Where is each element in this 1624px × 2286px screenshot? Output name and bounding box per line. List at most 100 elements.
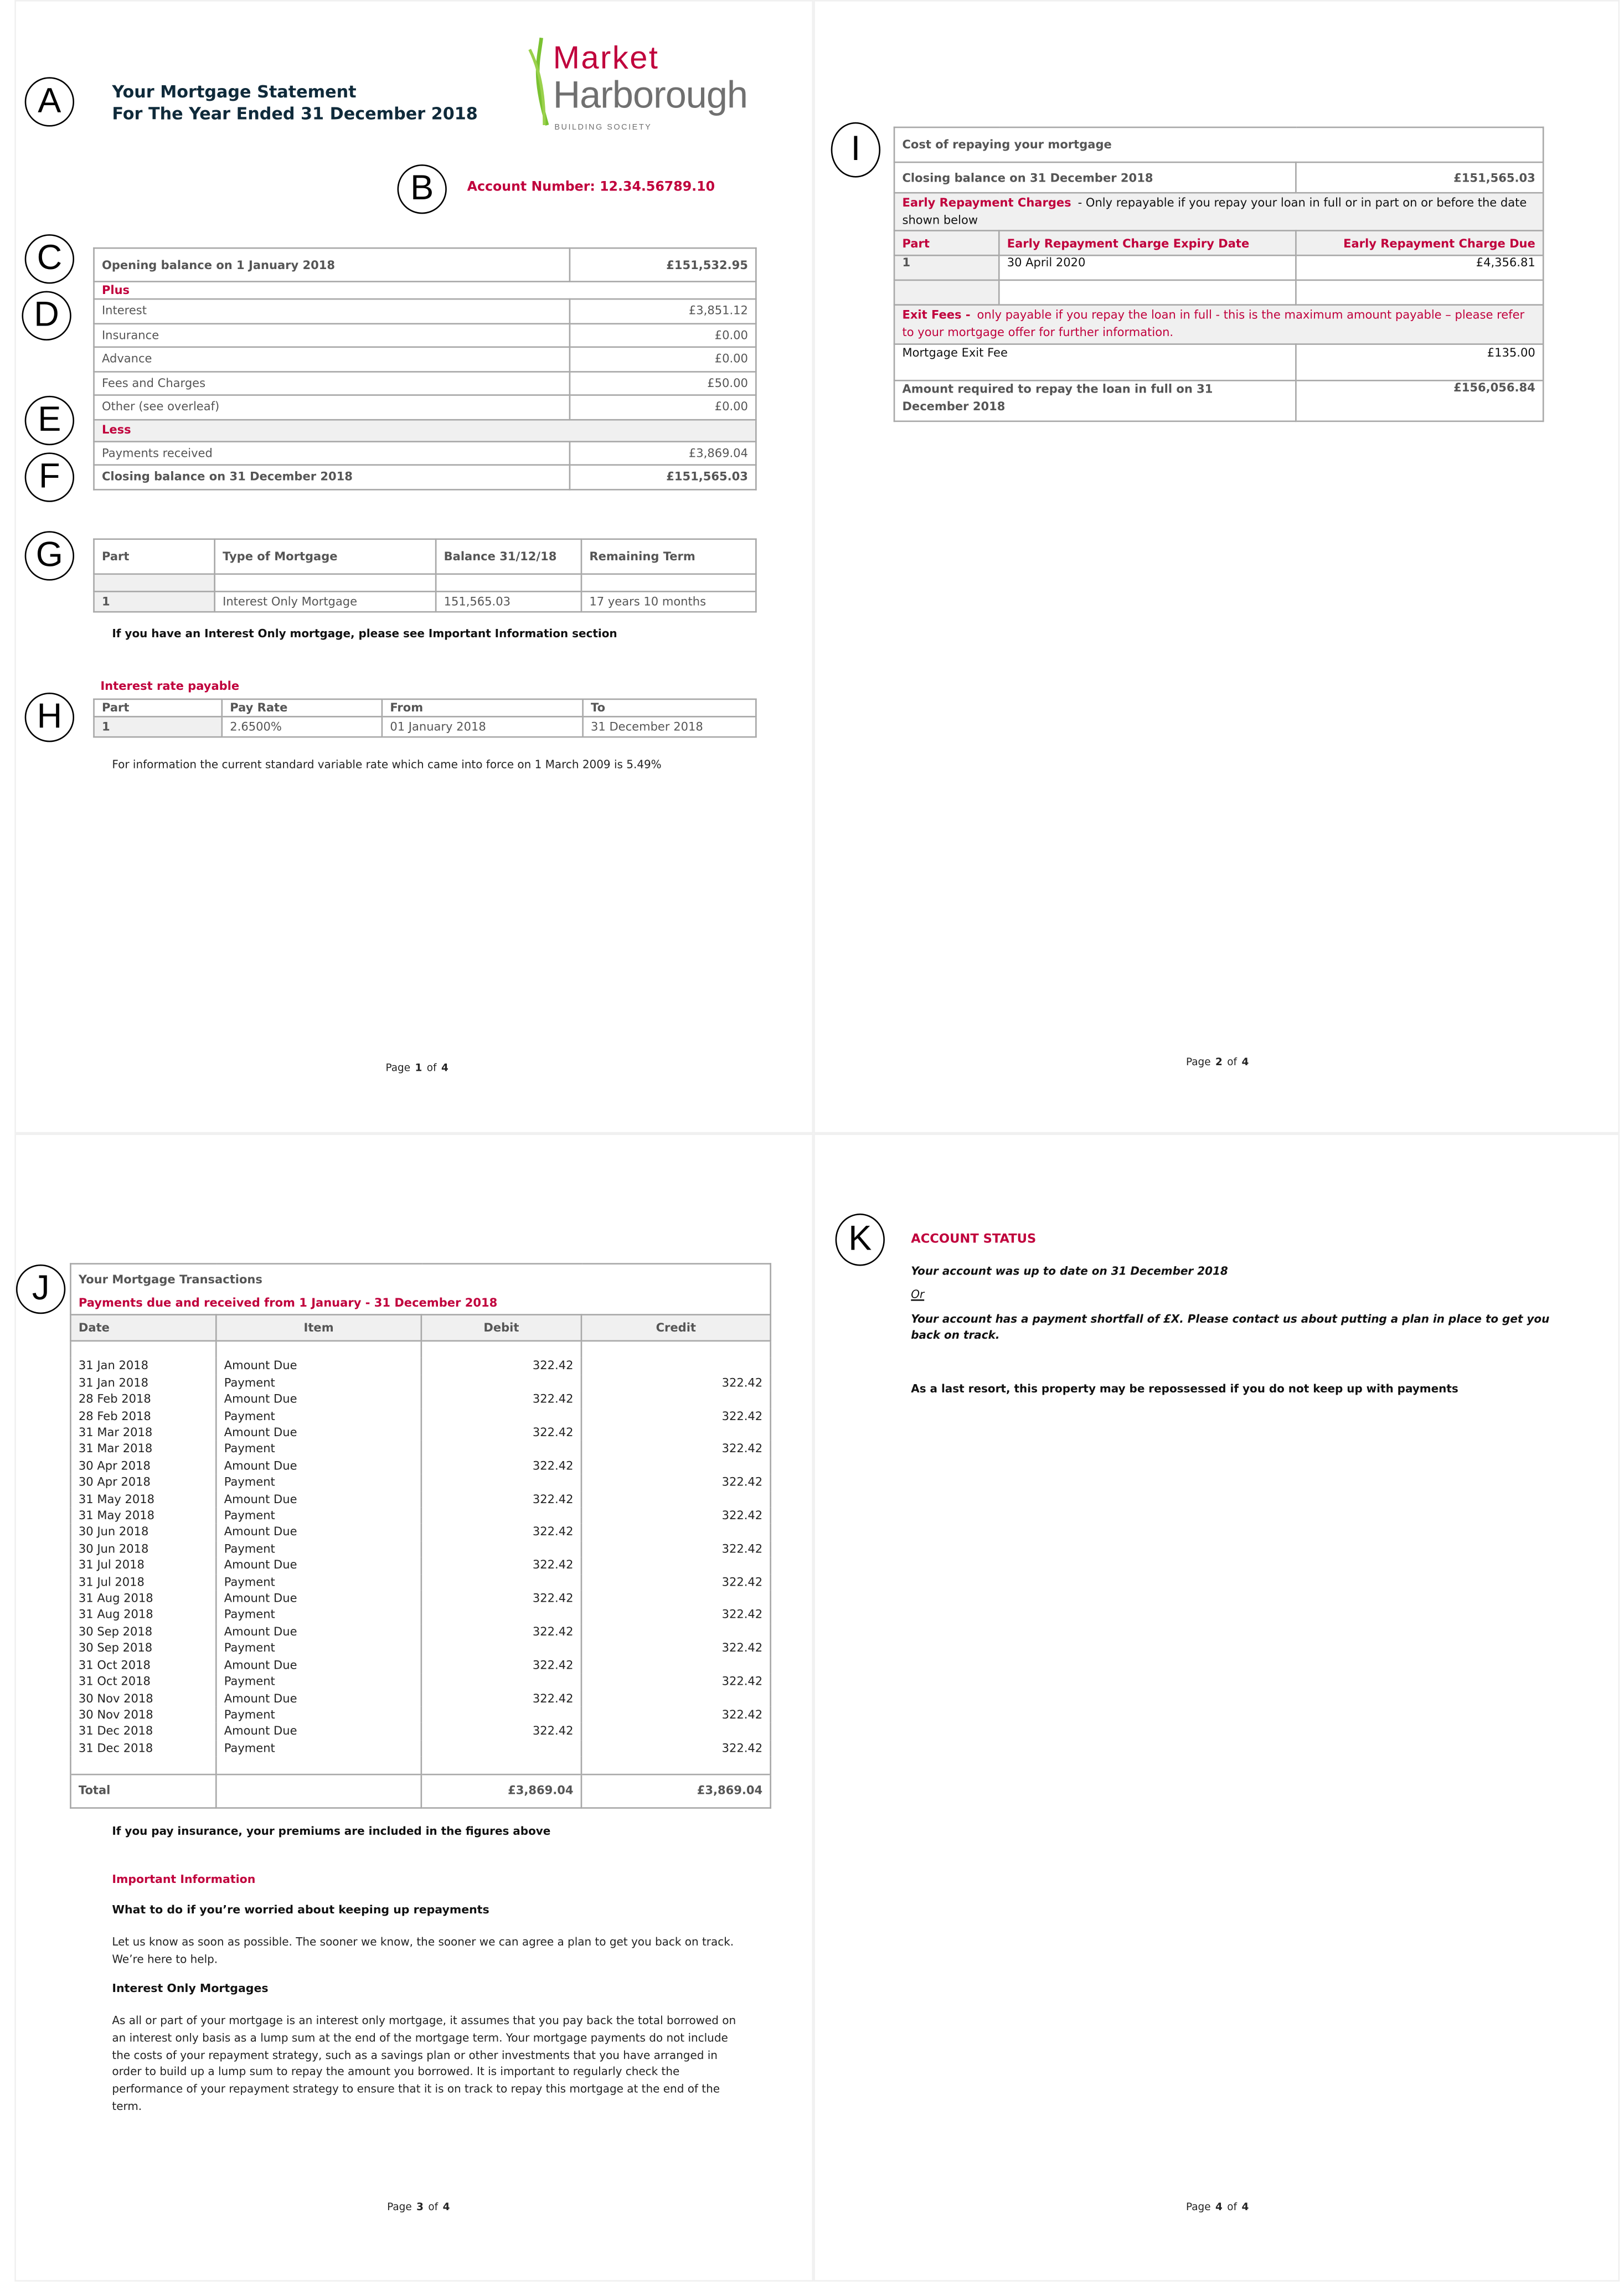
page-number-4: Page 4 of 4 <box>1186 2201 1250 2213</box>
statement-title: Your Mortgage Statement For The Year End… <box>112 81 477 123</box>
title-line-1: Your Mortgage Statement <box>112 81 357 102</box>
transaction-date: 31 Jan 2018 <box>70 1358 217 1375</box>
transaction-credit: 322.42 <box>580 1706 771 1723</box>
svg-text:Harborough: Harborough <box>553 74 748 116</box>
transaction-debit <box>420 1607 582 1624</box>
important-info-title: Important Information <box>112 1872 256 1886</box>
col-header: To <box>582 698 757 718</box>
label: Fees and Charges <box>93 370 571 396</box>
title-line-2: For The Year Ended 31 December 2018 <box>112 102 478 123</box>
value: £3,851.12 <box>569 298 757 324</box>
label: Other (see overleaf) <box>93 394 571 420</box>
balance-summary-table: Opening balance on 1 January 2018 £151,53… <box>93 247 757 490</box>
part: 1 <box>893 254 1000 281</box>
transaction-row: 30 Sep 2018 Amount Due 322.42 <box>70 1623 771 1640</box>
transaction-row: 31 Mar 2018 Amount Due 322.42 <box>70 1425 771 1442</box>
transaction-date: 31 Aug 2018 <box>70 1590 217 1607</box>
transaction-credit: 322.42 <box>580 1740 771 1757</box>
transaction-credit: 322.42 <box>580 1540 771 1557</box>
label: Opening balance on 1 January 2018 <box>93 247 571 282</box>
expiry-date: 30 April 2020 <box>998 254 1297 281</box>
transaction-item: Amount Due <box>215 1391 422 1408</box>
svg-text:Market: Market <box>553 40 658 76</box>
col-header: Balance 31/12/18 <box>435 538 582 575</box>
exit-fee-row: Mortgage Exit Fee £135.00 <box>893 343 1544 381</box>
col-header: Pay Rate <box>221 698 383 718</box>
transaction-date: 30 Nov 2018 <box>70 1690 217 1707</box>
transaction-credit <box>580 1657 771 1674</box>
transaction-row: 28 Feb 2018 Payment 322.42 <box>70 1408 771 1425</box>
plus-label: Plus <box>93 281 757 300</box>
transaction-date: 28 Feb 2018 <box>70 1408 217 1425</box>
transaction-date: 31 Jul 2018 <box>70 1557 217 1574</box>
pay-rate: 2.6500% <box>221 716 383 738</box>
transaction-date: 30 Sep 2018 <box>70 1640 217 1657</box>
transaction-debit <box>420 1474 582 1491</box>
value: £0.00 <box>569 322 757 348</box>
transaction-row: 30 Apr 2018 Payment 322.42 <box>70 1474 771 1491</box>
transaction-credit <box>580 1524 771 1541</box>
market-harborough-logo: Market Harborough BUILDING SOCIETY <box>528 37 748 132</box>
transaction-debit: 322.42 <box>420 1690 582 1707</box>
transaction-debit <box>420 1573 582 1591</box>
transaction-date: 31 Aug 2018 <box>70 1607 217 1624</box>
fees-row: Fees and Charges £50.00 <box>93 370 757 396</box>
transaction-debit: 322.42 <box>420 1590 582 1607</box>
t: 2 <box>1215 1056 1223 1069</box>
transactions-table: Your Mortgage Transactions Payments due … <box>70 1263 771 1808</box>
callout-e: E <box>24 395 75 446</box>
to: 31 December 2018 <box>582 716 757 738</box>
interest-only-note: If you have an Interest Only mortgage, p… <box>112 627 617 641</box>
erc-row: 1 30 April 2020 £4,356.81 <box>893 254 1544 281</box>
transaction-date: 28 Feb 2018 <box>70 1391 217 1408</box>
transaction-date: 31 Oct 2018 <box>70 1657 217 1674</box>
svg-text:BUILDING SOCIETY: BUILDING SOCIETY <box>554 123 651 132</box>
transaction-credit <box>580 1358 771 1375</box>
header-row: Date Item Debit Credit <box>70 1314 771 1342</box>
transaction-date: 31 Jul 2018 <box>70 1573 217 1591</box>
transaction-debit: 322.42 <box>420 1657 582 1674</box>
transaction-date: 31 Dec 2018 <box>70 1723 217 1740</box>
t: 4 <box>442 2201 450 2213</box>
transaction-item: Payment <box>215 1375 422 1392</box>
transaction-row: 31 May 2018 Payment 322.42 <box>70 1507 771 1524</box>
callout-a: A <box>24 77 75 127</box>
callout-h: H <box>24 693 75 742</box>
callout-c: C <box>24 234 75 284</box>
payments-row: Payments received £3,869.04 <box>93 440 757 466</box>
interest-rate-title: Interest rate payable <box>100 679 240 693</box>
header-row: Part Type of Mortgage Balance 31/12/18 R… <box>93 538 757 575</box>
page-4 <box>813 1133 1620 2282</box>
transaction-item: Payment <box>215 1706 422 1723</box>
transaction-item: Payment <box>215 1474 422 1491</box>
transaction-credit <box>580 1391 771 1408</box>
t: Page <box>385 1062 414 1074</box>
total-credit: £3,869.04 <box>580 1773 771 1808</box>
t: 1 <box>415 1062 422 1074</box>
interest-only-text: As all or part of your mortgage is an in… <box>112 2014 736 2113</box>
transaction-item: Payment <box>215 1408 422 1425</box>
transaction-row: 30 Apr 2018 Amount Due 322.42 <box>70 1458 771 1474</box>
t: 4 <box>1241 1056 1249 1069</box>
table-row: 1 2.6500% 01 January 2018 31 December 20… <box>93 716 757 738</box>
charge-due: £4,356.81 <box>1295 254 1544 281</box>
t: 4 <box>1215 2201 1223 2213</box>
transaction-date: 31 Mar 2018 <box>70 1441 217 1458</box>
transaction-row: 31 May 2018 Amount Due 322.42 <box>70 1490 771 1508</box>
exit-title: Exit Fees - <box>902 308 971 322</box>
transaction-item: Amount Due <box>215 1623 422 1640</box>
callout-b: B <box>397 164 447 214</box>
repayment-cost-table: Cost of repaying your mortgage Closing b… <box>893 126 1544 422</box>
transaction-item: Payment <box>215 1640 422 1657</box>
col-header: Early Repayment Charge Expiry Date <box>998 230 1297 256</box>
transaction-credit <box>580 1590 771 1607</box>
repayments-text: Let us know as soon as possible. The soo… <box>112 1935 734 1966</box>
col-header: From <box>381 698 584 718</box>
transaction-item: Amount Due <box>215 1524 422 1541</box>
insurance-row: Insurance £0.00 <box>93 322 757 348</box>
header-row: Part Pay Rate From To <box>93 698 757 718</box>
erc-title: Early Repayment Charges <box>902 195 1071 209</box>
value: £151,532.95 <box>569 247 757 282</box>
col-header: Part <box>93 698 223 718</box>
transaction-item: Payment <box>215 1573 422 1591</box>
